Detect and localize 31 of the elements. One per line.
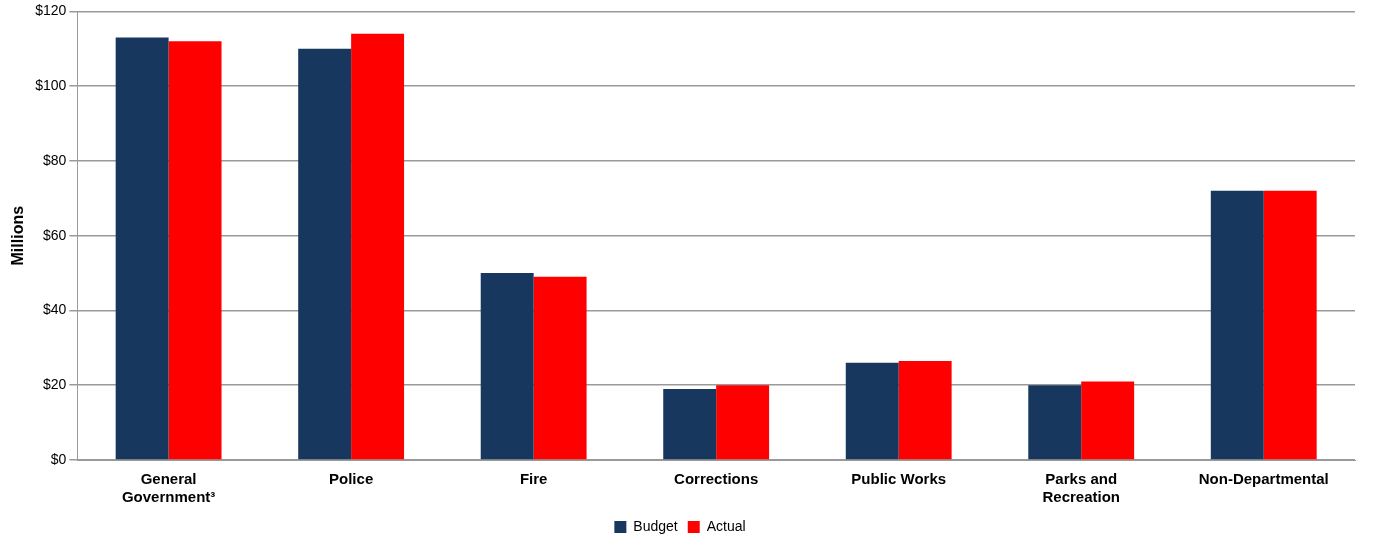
bar: [1263, 190, 1317, 460]
y-tick-label: $100: [35, 77, 67, 94]
bar: [898, 360, 952, 460]
x-tick-label: Public Works: [851, 470, 947, 488]
y-tick-label: $20: [42, 376, 67, 393]
bar: [716, 385, 770, 460]
y-tick-label: $0: [50, 450, 67, 467]
y-tick-label: $60: [42, 226, 67, 243]
bar: [298, 48, 352, 460]
bar: [351, 33, 405, 460]
y-tick-label: $80: [42, 151, 67, 168]
y-tick-label: $120: [35, 2, 67, 19]
bar: [663, 388, 717, 460]
bar: [533, 276, 587, 460]
bar: [115, 37, 169, 460]
y-axis-title: Millions: [9, 205, 27, 266]
x-tick-label: Non-Departmental: [1198, 470, 1329, 488]
x-tick-label: Fire: [519, 470, 548, 488]
x-tick-label: Police: [329, 470, 374, 488]
bar: [480, 273, 534, 460]
x-tick-label: Corrections: [674, 470, 759, 488]
bar: [845, 362, 899, 460]
bar: [168, 41, 222, 460]
legend-label: Actual: [706, 517, 746, 534]
legend-label: Budget: [633, 517, 678, 534]
x-tick-label: General Government³: [121, 470, 216, 506]
y-tick-label: $40: [42, 301, 67, 318]
bar: [1081, 381, 1135, 460]
x-tick-label: Parks and Recreation: [1042, 470, 1120, 506]
bar: [1210, 190, 1264, 460]
bar: [1028, 385, 1082, 460]
